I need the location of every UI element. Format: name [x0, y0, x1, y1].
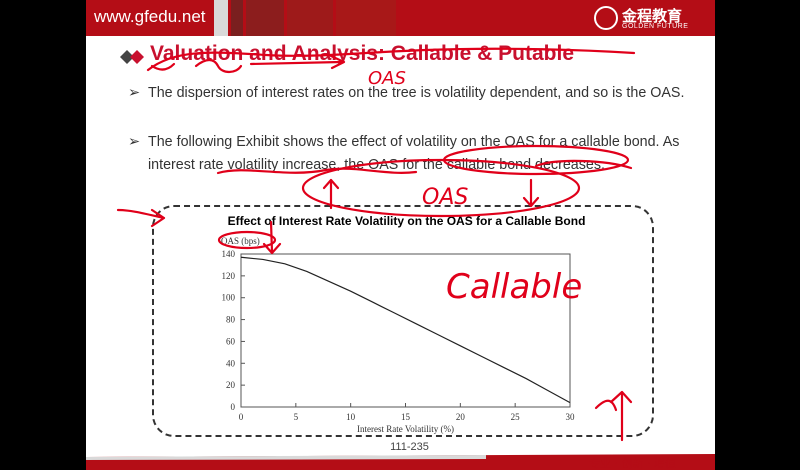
header-decoration: [231, 0, 243, 36]
x-tick-label: 10: [346, 412, 356, 422]
bullet-arrow-icon: ➢: [128, 85, 140, 101]
x-tick-label: 0: [239, 412, 244, 422]
logo-chinese-text: 金程教育: [622, 7, 683, 25]
x-tick-label: 20: [456, 412, 466, 422]
y-tick-label: 0: [231, 402, 236, 412]
x-tick-label: 25: [511, 412, 520, 422]
site-url: www.gfedu.net: [94, 7, 206, 26]
bullet-text: The dispersion of interest rates on the …: [148, 85, 685, 101]
plot-area-frame: [240, 253, 571, 408]
y-tick-label: 100: [222, 293, 236, 303]
x-tick-label: 30: [566, 412, 576, 422]
logo-mark-icon: [594, 6, 618, 30]
footer-bar: [86, 454, 715, 470]
chart-title: Effect of Interest Rate Volatility on th…: [227, 214, 586, 228]
series-line: [240, 256, 571, 404]
header-decoration: [246, 0, 284, 36]
footer-slogan: 专业 · 创新 · 增值: [589, 457, 676, 470]
chart: 0 5 10 15 20 25 30 0 20 40 60 80 100 120 140 OAS (bps) I…: [221, 236, 576, 434]
y-tick-label: 120: [222, 271, 236, 281]
bullet-arrow-icon: ➢: [128, 134, 140, 150]
y-axis-label: OAS (bps): [221, 236, 260, 246]
slide: www.gfedu.net 金程教育 GOLDEN FUTURE Valuati…: [86, 0, 715, 470]
logo: 金程教育 GOLDEN FUTURE: [594, 4, 712, 34]
header-decoration: [336, 0, 396, 36]
x-tick-label: 15: [401, 412, 411, 422]
page-number: 111-235: [390, 441, 429, 453]
y-tick-label: 60: [226, 336, 236, 346]
x-axis-label: Interest Rate Volatility (%): [357, 424, 454, 434]
y-tick-label: 80: [226, 315, 236, 325]
logo-english-text: GOLDEN FUTURE: [622, 23, 689, 30]
header-decoration: [214, 0, 228, 36]
header-bar: www.gfedu.net 金程教育 GOLDEN FUTURE: [86, 0, 715, 36]
title-diamond-icon: [120, 50, 144, 64]
y-tick-label: 40: [226, 358, 236, 368]
bullet-item: ➢ The dispersion of interest rates on th…: [128, 82, 688, 128]
y-tick-label: 20: [226, 380, 236, 390]
y-tick-label: 140: [222, 249, 236, 259]
header-decoration: [287, 0, 333, 36]
x-tick-label: 5: [294, 412, 299, 422]
